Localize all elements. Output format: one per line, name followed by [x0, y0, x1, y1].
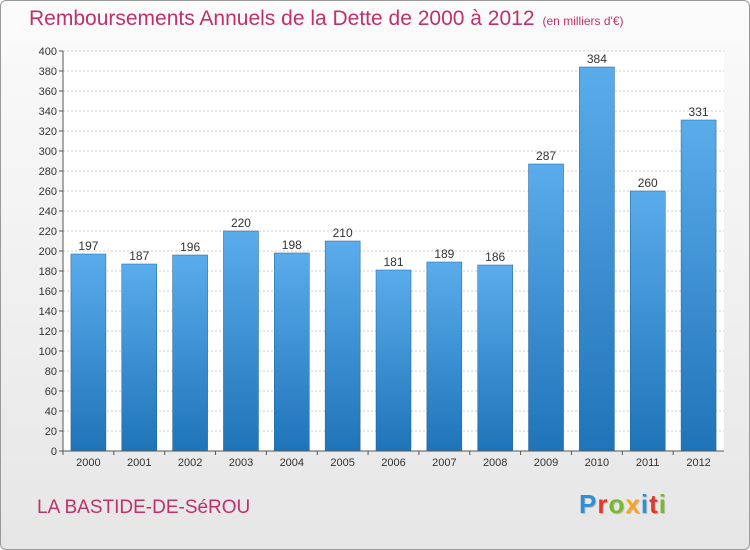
y-tick-label: 220 [39, 226, 57, 238]
data-label: 187 [129, 249, 149, 263]
chart-title: Remboursements Annuels de la Dette de 20… [29, 7, 535, 30]
bar-2001 [121, 263, 158, 452]
x-tick-label: 2001 [127, 457, 151, 469]
data-label: 197 [78, 239, 98, 253]
x-tick-label: 2010 [585, 457, 609, 469]
y-tick-label: 200 [39, 246, 57, 258]
proxiti-logo[interactable]: Proxiti [579, 489, 667, 520]
y-tick-label: 160 [39, 286, 57, 298]
chart-unit: (en milliers d'€) [542, 14, 624, 28]
y-tick-label: 140 [39, 306, 57, 318]
y-tick-label: 180 [39, 266, 57, 278]
bar-2007 [426, 261, 463, 452]
logo-letter: r [597, 489, 609, 519]
bar-2012 [680, 119, 717, 452]
bar-2005 [324, 240, 361, 452]
data-label: 181 [383, 255, 403, 269]
y-axis: 0 20 40 60 80 100 120 140 160 180 200 220 240 260 280 3… [39, 46, 64, 458]
bar-2011 [629, 190, 666, 452]
x-tick-label: 2011 [636, 457, 660, 469]
y-tick-label: 60 [45, 386, 57, 398]
y-tick-label: 80 [45, 366, 57, 378]
bar-2003 [223, 230, 259, 452]
data-label: 186 [485, 250, 505, 264]
data-label: 189 [434, 247, 454, 261]
bars: 197 187 196 220 198 210 181 189 186 287 384 260 331 [70, 52, 717, 452]
bar-2000 [70, 253, 107, 452]
bar-2002 [172, 254, 208, 452]
bar-2008 [477, 264, 513, 452]
y-tick-label: 0 [51, 446, 57, 458]
x-tick-label: 2004 [280, 457, 304, 469]
logo-letter: i [640, 489, 650, 519]
bar-2004 [274, 252, 310, 452]
y-tick-label: 360 [39, 86, 57, 98]
y-tick-label: 260 [39, 186, 57, 198]
y-tick-label: 20 [45, 426, 57, 438]
bar-2006 [375, 269, 412, 452]
y-tick-label: 40 [45, 406, 57, 418]
x-tick-label: 2009 [534, 457, 558, 469]
y-tick-label: 380 [39, 66, 57, 78]
y-tick-label: 400 [39, 46, 57, 58]
y-tick-label: 240 [39, 206, 57, 218]
data-label: 210 [333, 226, 353, 240]
logo-letter: i [658, 489, 667, 519]
bar-2009 [528, 163, 564, 452]
x-tick-label: 2007 [432, 457, 456, 469]
city-name: LA BASTIDE-DE-SéROU [37, 497, 251, 518]
data-label: 331 [689, 105, 709, 119]
x-tick-label: 2003 [229, 457, 253, 469]
x-tick-label: 2008 [483, 457, 507, 469]
logo-letter: P [579, 489, 598, 519]
x-tick-label: 2006 [381, 457, 405, 469]
bar-2010 [579, 66, 615, 452]
logo-letter: x [625, 489, 641, 519]
y-tick-label: 120 [39, 326, 57, 338]
data-label: 384 [587, 52, 607, 66]
x-tick-label: 2005 [330, 457, 354, 469]
x-axis: 2000 2001 2002 2003 2004 2005 2006 2007 2008 2009… [62, 450, 724, 469]
y-tick-label: 100 [39, 346, 57, 358]
data-label: 260 [638, 176, 658, 190]
x-tick-label: 2002 [178, 457, 202, 469]
x-tick-label: 2000 [76, 457, 100, 469]
logo-letter: t [649, 489, 659, 519]
data-label: 220 [231, 216, 251, 230]
title-row: Remboursements Annuels de la Dette de 20… [29, 7, 624, 31]
data-label: 287 [536, 149, 556, 163]
logo-letter: o [608, 489, 626, 519]
y-tick-label: 300 [39, 146, 57, 158]
x-tick-label: 2012 [686, 457, 710, 469]
data-label: 196 [180, 240, 200, 254]
y-tick-label: 320 [39, 126, 57, 138]
y-tick-label: 340 [39, 106, 57, 118]
data-label: 198 [282, 238, 302, 252]
y-tick-label: 280 [39, 166, 57, 178]
